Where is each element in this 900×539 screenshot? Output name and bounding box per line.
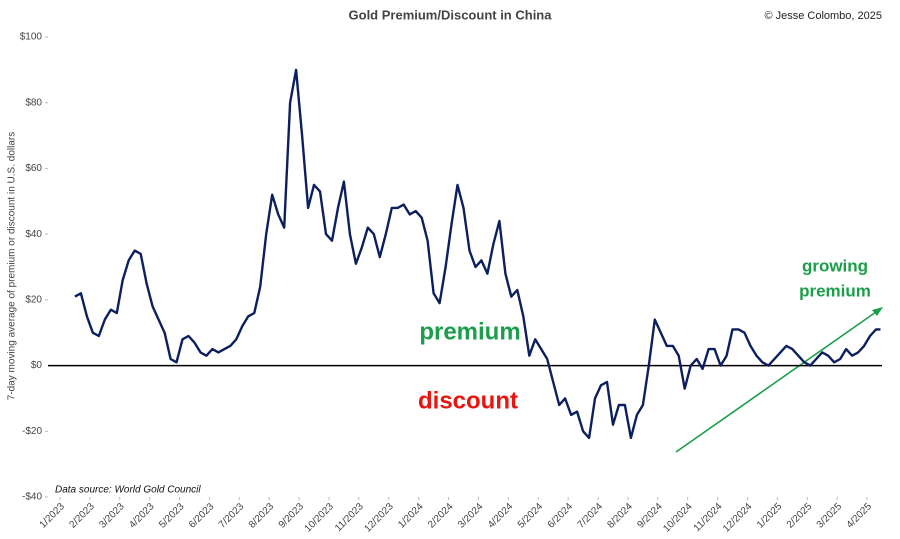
x-tick-label: 11/2023 <box>333 501 366 534</box>
y-tick-label: -$20 <box>22 426 42 437</box>
x-tick-label: 11/2024 <box>692 501 725 534</box>
x-tick-label: 10/2023 <box>303 501 337 535</box>
x-tick-label: 2/2023 <box>67 501 97 531</box>
x-tick-label: 4/2023 <box>127 501 157 531</box>
x-tick-label: 8/2023 <box>247 501 277 531</box>
x-tick-label: 5/2024 <box>516 501 546 531</box>
x-tick-label: 1/2023 <box>38 501 68 531</box>
x-tick-label: 3/2023 <box>97 501 127 531</box>
annotation: premium <box>419 318 520 345</box>
x-tick-label: 7/2024 <box>576 501 606 531</box>
y-tick-label: $0 <box>31 360 43 371</box>
annotation: discount <box>418 387 518 414</box>
trend-arrow <box>675 311 877 453</box>
x-tick-label: 2/2025 <box>785 501 815 531</box>
x-tick-label: 4/2025 <box>845 501 875 531</box>
y-axis-label: 7-day moving average of premium or disco… <box>7 132 18 400</box>
x-tick-label: 3/2025 <box>815 501 845 531</box>
x-tick-label: 8/2024 <box>605 501 635 531</box>
x-tick-label: 6/2023 <box>187 501 217 531</box>
y-tick-label: $40 <box>25 229 42 240</box>
x-tick-label: 6/2024 <box>546 501 576 531</box>
chart-title: Gold Premium/Discount in China <box>349 7 553 22</box>
x-tick-label: 12/2024 <box>721 501 755 535</box>
x-tick-label: 2/2024 <box>426 501 456 531</box>
x-tick-label: 4/2024 <box>486 501 516 531</box>
x-tick-label: 1/2025 <box>755 501 785 531</box>
y-tick-label: $80 <box>25 97 42 108</box>
y-tick-label: $20 <box>25 294 42 305</box>
credit: © Jesse Colombo, 2025 <box>764 10 882 22</box>
x-tick-label: 5/2023 <box>157 501 187 531</box>
y-tick-label: -$40 <box>22 492 42 503</box>
x-tick-label: 10/2024 <box>661 501 695 535</box>
y-tick-label: $60 <box>25 163 42 174</box>
x-tick-label: 3/2024 <box>456 501 486 531</box>
annotation: premium <box>799 281 871 300</box>
annotation: growing <box>802 256 868 275</box>
y-tick-label: $100 <box>20 32 43 43</box>
x-tick-label: 7/2023 <box>217 501 247 531</box>
data-line <box>74 68 881 440</box>
x-tick-label: 1/2024 <box>396 501 426 531</box>
source: Data source: World Gold Council <box>55 485 201 496</box>
arrow-head <box>872 307 883 316</box>
x-tick-label: 12/2023 <box>362 501 396 535</box>
